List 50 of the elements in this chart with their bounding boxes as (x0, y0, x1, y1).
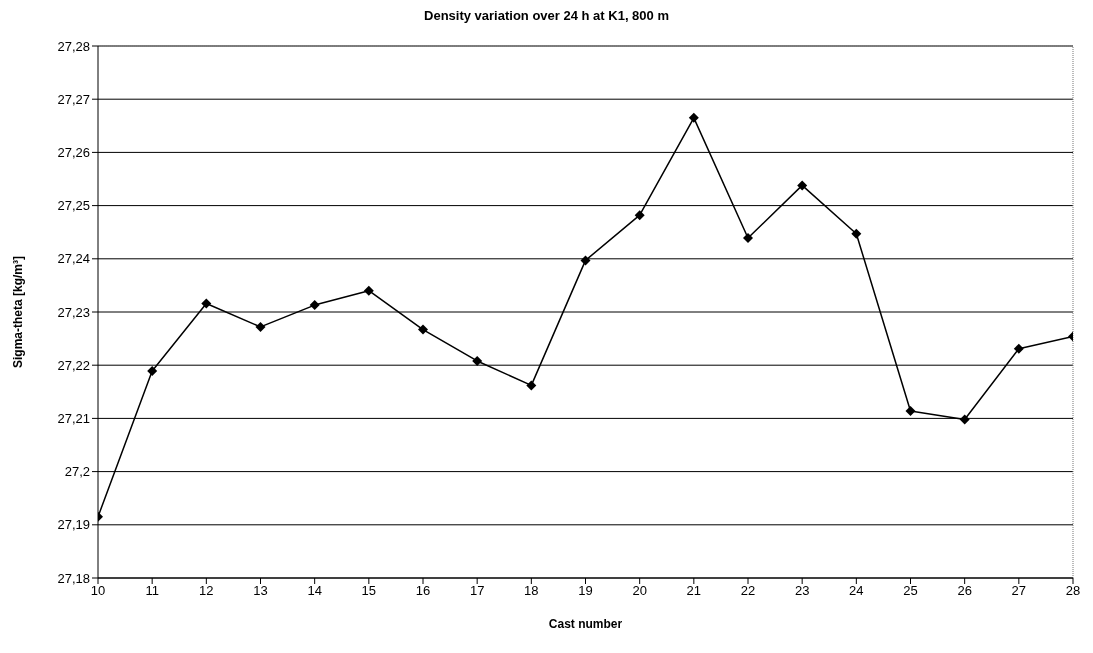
x-tick-label: 14 (307, 583, 322, 599)
y-tick-label: 27,27 (57, 91, 90, 107)
point (688, 112, 699, 123)
point (743, 233, 753, 244)
point (201, 298, 212, 309)
point (1013, 343, 1024, 354)
y-tick-label: 27,22 (57, 357, 90, 373)
x-tick-label: 22 (740, 583, 756, 599)
y-tick-label: 27,23 (57, 304, 90, 320)
x-tick-label: 17 (469, 583, 485, 599)
x-tick-label: 21 (686, 583, 702, 599)
y-tick-label: 27,19 (57, 517, 90, 533)
point (797, 180, 808, 191)
x-tick-label: 23 (794, 583, 810, 599)
point (309, 300, 320, 311)
y-tick-label: 27,25 (57, 198, 90, 214)
x-tick-label: 28 (1065, 583, 1081, 599)
x-tick-label: 13 (253, 583, 268, 599)
y-axis-title: Sigma-theta [kg/m³] (11, 255, 26, 369)
y-tick-label: 27,2 (64, 464, 90, 480)
point (472, 355, 483, 366)
point (255, 321, 266, 332)
point (526, 380, 537, 391)
x-tick-label: 18 (524, 583, 539, 599)
point (851, 228, 862, 239)
x-tick-label: 11 (145, 583, 159, 599)
point (363, 285, 374, 296)
y-tick-label: 27,24 (57, 251, 90, 267)
x-tick-label: 12 (199, 583, 214, 599)
chart-title: Density variation over 24 h at K1, 800 m (423, 8, 670, 25)
y-tick-label: 27,28 (57, 38, 90, 54)
point (959, 414, 970, 425)
point (905, 405, 916, 416)
x-tick-label: 19 (578, 583, 593, 599)
y-tick-label: 27,26 (57, 145, 90, 161)
y-tick-label: 27,21 (57, 411, 90, 427)
x-tick-label: 16 (415, 583, 431, 599)
x-tick-label: 15 (361, 583, 377, 599)
point (580, 255, 591, 266)
y-tick-label: 27,18 (57, 570, 90, 586)
x-tick-label: 27 (1011, 583, 1027, 599)
x-tick-label: 26 (957, 583, 972, 599)
x-tick-label: 10 (90, 583, 106, 599)
x-tick-label: 20 (632, 583, 647, 599)
point (147, 366, 158, 377)
point (634, 210, 645, 221)
x-tick-label: 25 (903, 583, 918, 599)
x-tick-label: 24 (849, 583, 864, 599)
point (418, 324, 428, 335)
x-axis-title: Cast number (548, 617, 623, 631)
